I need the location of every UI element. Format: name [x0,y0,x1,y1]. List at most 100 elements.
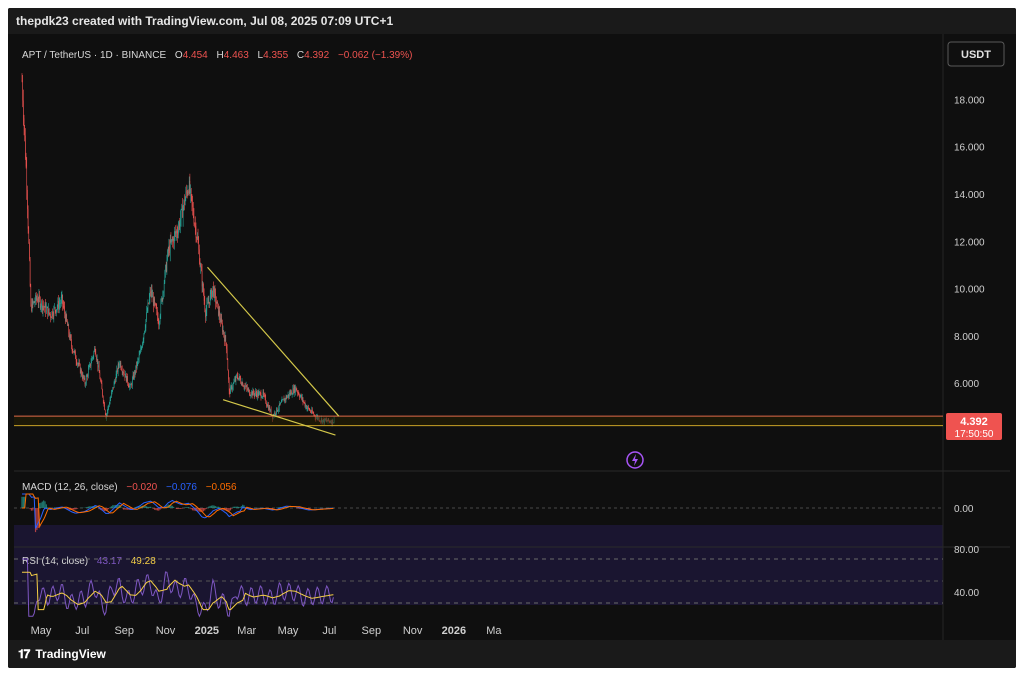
resistance-trendline[interactable] [207,266,340,417]
candle-body [256,393,258,398]
price-tick-label: 6.000 [954,379,979,390]
chart-canvas[interactable]: APT / TetherUS · 1D · BINANCE O4.454 H4.… [8,34,1016,640]
macd-histogram-bar [22,496,24,508]
candle-body [72,350,74,352]
price-tick-label: 8.000 [954,332,979,343]
candle-body [236,375,237,377]
candle-body [274,412,275,416]
candle-body [54,307,55,308]
currency-badge[interactable] [947,41,1005,67]
candle-body [153,296,154,306]
candle-body [65,313,66,322]
candle-body [99,372,101,380]
candle-body [307,406,308,408]
support-trendline[interactable] [222,399,336,436]
candle-body [55,310,57,313]
candle-body [266,404,268,407]
macd-histogram-bar [145,506,148,508]
candle-body [98,365,99,368]
price-tick-label: 12.000 [954,237,985,248]
candle-body [24,125,25,136]
candle-body [216,301,218,304]
candle-body [114,380,115,382]
macd-histogram-bar [44,501,46,508]
candle-body [188,180,190,193]
candle-body [145,319,147,328]
candle-body [134,371,135,379]
candle-body [64,307,65,314]
macd-histogram-bar [103,508,106,512]
candle-body [144,330,145,334]
candle-body [28,228,30,243]
macd-histogram-bar [29,508,31,510]
candle-body [92,357,93,359]
candlestick-series [21,73,335,427]
rsi-tick-40: 40.00 [954,588,979,599]
candle-body [146,311,147,320]
candle-body [52,311,53,317]
candle-body [26,166,27,190]
candle-body [213,286,214,297]
candle-body [174,232,176,234]
candle-body [115,373,117,382]
candle-body [167,250,168,260]
macd-histogram-bar [87,506,89,508]
time-tick-label: Sep [114,625,134,637]
macd-histogram-bar [196,508,198,512]
macd-histogram-bar [71,508,73,510]
macd-histogram-bar [127,508,129,510]
candle-body [178,222,180,229]
high-value: 4.463 [224,50,249,61]
candle-body [239,376,241,380]
candle-body [122,371,124,373]
candle-body [102,389,103,397]
candle-body [196,237,197,239]
candle-body [127,376,128,384]
candle-body [172,239,173,241]
candle-body [245,385,247,387]
macd-signal-value: −0.056 [206,482,237,493]
candle-body [214,288,215,297]
candle-body [134,371,136,374]
macd-histogram-bar [154,508,156,510]
candle-body [191,194,193,203]
candle-body [176,230,178,234]
candle-body [220,318,222,323]
candle-body [140,348,142,350]
candle-body [194,224,195,225]
candle-body [169,245,170,254]
candle-body [161,298,163,301]
candle-body [162,292,164,301]
candle-body [79,363,80,365]
lightning-icon[interactable] [626,451,644,469]
candle-body [132,378,133,386]
macd-histogram-bar [192,508,194,511]
candle-body [253,393,255,396]
macd-histogram-bar [108,508,110,510]
candle-body [82,375,84,379]
candle-body [95,352,97,357]
price-tick-label: 10.000 [954,285,985,296]
candle-body [152,296,153,298]
macd-histogram-bar [229,508,232,511]
candle-body [144,327,146,331]
candle-body [105,410,106,414]
candle-body [69,335,71,339]
candle-body [161,298,162,303]
candle-body [192,202,193,207]
candle-body [255,391,257,394]
candle-body [304,402,305,403]
time-tick-label: May [278,625,299,637]
candle-body [189,180,191,194]
time-tick-label: 2026 [442,625,466,637]
macd-histogram-bar [236,506,238,508]
candle-body [58,300,59,309]
macd-histogram-bar [227,508,229,512]
candle-body [163,282,165,293]
candle-body [84,377,86,385]
candle-body [247,389,249,391]
candle-body [21,80,23,82]
candle-body [260,392,261,393]
macd-histogram-bar [181,508,183,509]
candle-body [306,407,308,409]
